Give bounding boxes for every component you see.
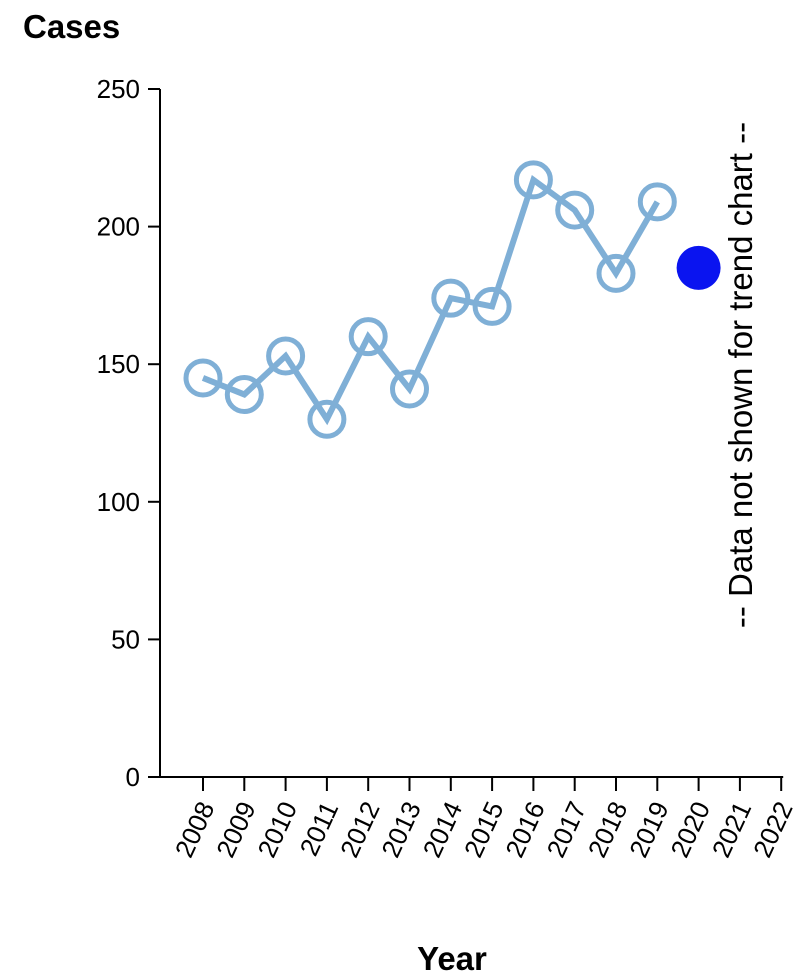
x-axis-title: Year xyxy=(417,940,487,976)
x-tick-label: 2012 xyxy=(334,797,386,862)
x-axis: 2008200920102011201220132014201520162017… xyxy=(160,776,799,862)
x-tick-label: 2019 xyxy=(623,797,675,862)
data-point-2010 xyxy=(266,336,306,376)
data-point-2017 xyxy=(555,190,595,230)
x-tick-label: 2018 xyxy=(582,797,634,862)
data-point-2019 xyxy=(637,182,677,222)
x-tick-label: 2014 xyxy=(417,797,469,862)
annotation-note: -- Data not shown for trend chart -- xyxy=(722,122,759,628)
y-tick-label: 200 xyxy=(97,212,140,242)
x-tick-label: 2015 xyxy=(458,797,510,862)
x-tick-label: 2020 xyxy=(664,797,716,862)
x-tick-label: 2008 xyxy=(169,797,221,862)
y-axis-title: Cases xyxy=(23,8,120,45)
y-tick-label: 100 xyxy=(97,487,140,517)
x-tick-label: 2022 xyxy=(747,797,799,862)
data-point-2012 xyxy=(348,317,388,357)
y-tick-label: 250 xyxy=(97,74,140,104)
series-cases xyxy=(183,160,677,439)
data-point-2015 xyxy=(472,286,512,326)
x-tick-label: 2010 xyxy=(251,797,303,862)
y-axis: 0 50 100 150 200 250 xyxy=(97,74,161,792)
x-tick-label: 2017 xyxy=(541,797,593,862)
y-tick-label: 0 xyxy=(126,762,140,792)
y-tick-label: 150 xyxy=(97,349,140,379)
data-point-2018 xyxy=(596,253,636,293)
y-tick-label: 50 xyxy=(111,624,140,654)
highlight-point-2020 xyxy=(676,245,721,290)
data-point-2016 xyxy=(513,160,553,200)
x-tick-label: 2013 xyxy=(375,797,427,862)
x-tick-label: 2016 xyxy=(499,797,551,862)
highlight-point-group xyxy=(676,245,721,290)
data-point-2009 xyxy=(224,374,264,414)
data-point-2011 xyxy=(307,399,347,439)
x-tick-label: 2021 xyxy=(706,797,758,862)
x-tick-label: 2009 xyxy=(210,797,262,862)
data-point-2013 xyxy=(390,369,429,409)
data-point-2014 xyxy=(431,278,471,318)
data-point-2008 xyxy=(183,358,223,398)
series-line xyxy=(201,174,660,426)
